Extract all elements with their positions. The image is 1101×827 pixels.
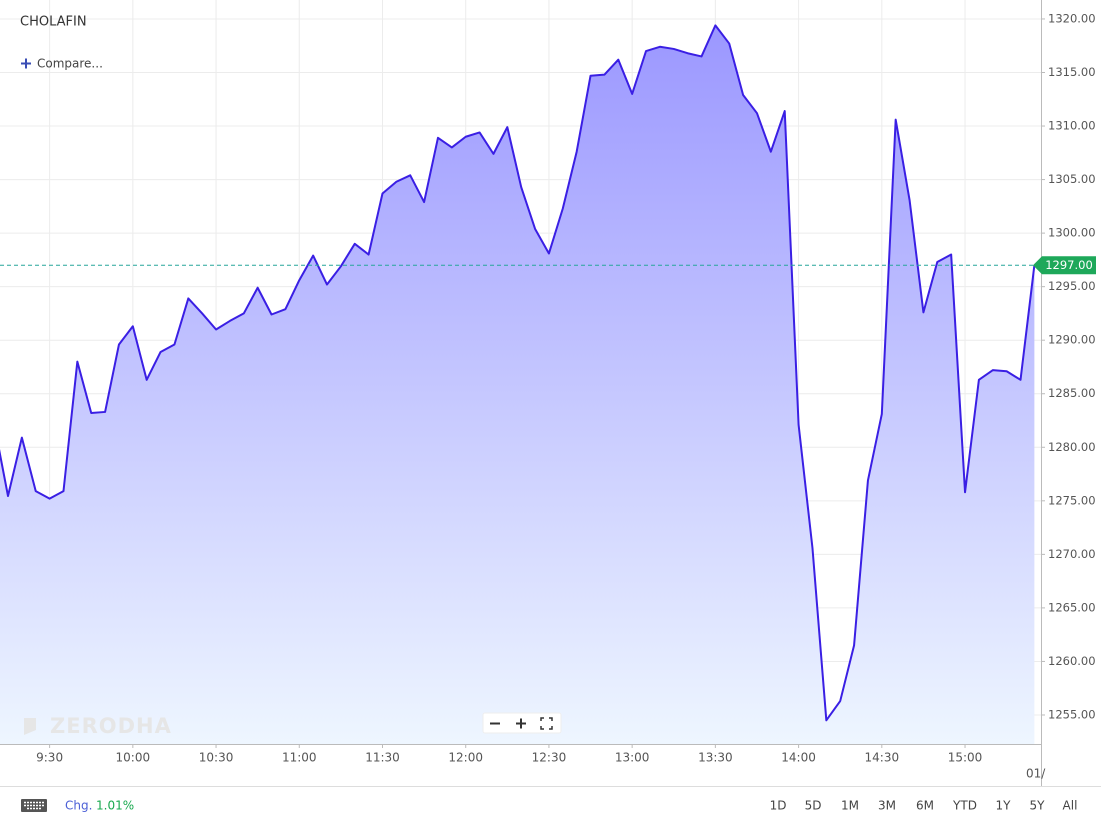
price-line — [0, 24, 1036, 722]
y-tick-label: 1270.00 — [1048, 547, 1096, 561]
y-tick-label: 1305.00 — [1048, 172, 1096, 186]
y-tick-label: 1255.00 — [1048, 707, 1096, 721]
range-button[interactable]: 6M — [916, 799, 934, 813]
y-tick-label: 1315.00 — [1048, 65, 1096, 79]
y-tick-label: 1275.00 — [1048, 493, 1096, 507]
x-tick-label: 13:00 — [615, 751, 650, 765]
x-tick-label: 11:30 — [365, 751, 400, 765]
range-button[interactable]: 1M — [841, 799, 859, 813]
x-tick-label: 12:30 — [532, 751, 567, 765]
x-tick-label: 14:00 — [781, 751, 816, 765]
x-tick-label: 10:30 — [199, 751, 234, 765]
y-tick-label: 1285.00 — [1048, 386, 1096, 400]
range-button[interactable]: All — [1063, 799, 1078, 813]
zoom-in[interactable] — [516, 718, 526, 729]
keyboard-icon[interactable] — [21, 799, 47, 812]
y-tick-label: 1290.00 — [1048, 333, 1096, 347]
y-tick-label: 1320.00 — [1048, 11, 1096, 25]
x-tick-label: 12:00 — [448, 751, 483, 765]
x-tick-label: 11:00 — [282, 751, 317, 765]
plot-area — [0, 24, 1041, 744]
y-tick-label: 1265.00 — [1048, 600, 1096, 614]
x-tick-label: 13:30 — [698, 751, 733, 765]
x-tick-label: 15:00 — [948, 751, 983, 765]
x-tick-label: 9:30 — [36, 751, 63, 765]
y-tick-label: 1280.00 — [1048, 440, 1096, 454]
x-tick-label: 14:30 — [865, 751, 900, 765]
date-label: 01/ — [1026, 767, 1046, 781]
change-value: 1.01% — [96, 799, 134, 813]
y-tick-label: 1260.00 — [1048, 654, 1096, 668]
compare-button[interactable]: Compare... — [21, 57, 103, 71]
range-button[interactable]: 5D — [805, 799, 822, 813]
y-tick-label: 1310.00 — [1048, 119, 1096, 133]
x-tick-label: 10:00 — [116, 751, 151, 765]
fullscreen[interactable] — [540, 717, 553, 730]
watermark-text: ZERODHA — [50, 714, 172, 738]
range-button[interactable]: 1Y — [996, 799, 1012, 813]
compare-label[interactable]: Compare... — [37, 57, 103, 71]
range-button[interactable]: 3M — [878, 799, 896, 813]
range-button[interactable]: 1D — [770, 799, 787, 813]
zoom-controls — [482, 712, 562, 734]
symbol: CHOLAFIN — [20, 15, 87, 30]
area-fill — [0, 25, 1035, 744]
range-button[interactable]: YTD — [952, 799, 977, 813]
y-tick-label: 1295.00 — [1048, 279, 1096, 293]
last-price-tag — [1033, 256, 1096, 275]
range-button[interactable]: 5Y — [1030, 799, 1046, 813]
change-label: Chg. — [65, 799, 92, 813]
watermark: ZERODHA — [24, 714, 172, 738]
last-price-label: 1297.00 — [1045, 258, 1093, 272]
y-tick-label: 1300.00 — [1048, 226, 1096, 240]
